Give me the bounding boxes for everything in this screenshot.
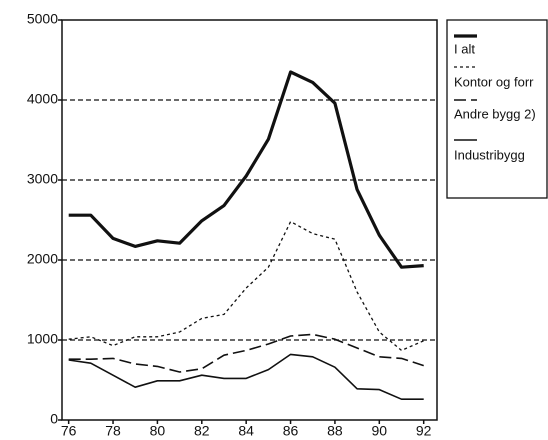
x-tick-label: 78	[105, 423, 121, 439]
x-tick-label: 88	[327, 423, 343, 439]
series-line	[68, 333, 424, 373]
x-tick-label: 76	[61, 423, 77, 439]
y-tick-label: 4000	[27, 91, 58, 107]
x-tick-label: 92	[416, 423, 432, 439]
legend-box	[446, 19, 548, 199]
plot-frame	[61, 19, 438, 421]
x-tick-label: 86	[283, 423, 299, 439]
y-tick-label: 1000	[27, 331, 58, 347]
y-tick-label: 0	[50, 411, 58, 427]
series-line	[68, 70, 424, 269]
series-line	[68, 220, 424, 352]
x-tick-label: 84	[238, 423, 254, 439]
y-tick-label: 2000	[27, 251, 58, 267]
y-tick-label: 5000	[27, 11, 58, 27]
legend-label: I alt	[454, 41, 475, 56]
legend-label: Industribygg	[454, 147, 525, 162]
y-tick-label: 3000	[27, 171, 58, 187]
x-tick-label: 82	[194, 423, 210, 439]
series-line	[68, 353, 424, 401]
x-tick-label: 80	[150, 423, 166, 439]
x-tick-label: 90	[372, 423, 388, 439]
legend-label: Andre bygg 2)	[454, 106, 536, 121]
legend-label: Kontor og forr	[454, 74, 534, 89]
